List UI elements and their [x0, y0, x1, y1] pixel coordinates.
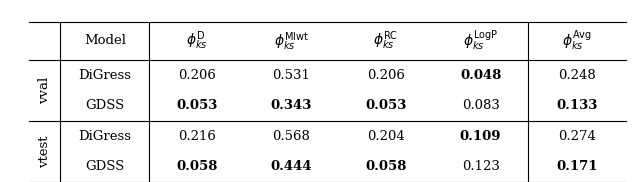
Text: Model: Model: [84, 34, 126, 48]
Text: $\phi^{\mathrm{Avg}}_{ks}$: $\phi^{\mathrm{Avg}}_{ks}$: [562, 29, 592, 53]
Text: vval: vval: [38, 77, 51, 104]
Text: DiGress: DiGress: [78, 130, 132, 143]
Text: 0.444: 0.444: [270, 161, 312, 173]
Text: 0.053: 0.053: [365, 99, 406, 112]
Text: DiGress: DiGress: [78, 69, 132, 82]
Text: 0.058: 0.058: [176, 161, 218, 173]
Text: 0.133: 0.133: [556, 99, 598, 112]
Text: 0.216: 0.216: [178, 130, 216, 143]
Text: 0.206: 0.206: [178, 69, 216, 82]
Text: $\phi^{\mathrm{D}}_{ks}$: $\phi^{\mathrm{D}}_{ks}$: [186, 30, 207, 52]
Text: $\phi^{\mathrm{RC}}_{ks}$: $\phi^{\mathrm{RC}}_{ks}$: [373, 30, 399, 52]
Text: 0.053: 0.053: [176, 99, 218, 112]
Text: 0.204: 0.204: [367, 130, 405, 143]
Text: GDSS: GDSS: [85, 161, 125, 173]
Text: 0.171: 0.171: [556, 161, 598, 173]
Text: $\phi^{\mathrm{LogP}}_{ks}$: $\phi^{\mathrm{LogP}}_{ks}$: [463, 29, 498, 53]
Text: 0.274: 0.274: [558, 130, 596, 143]
Text: 0.109: 0.109: [460, 130, 501, 143]
Text: 0.206: 0.206: [367, 69, 405, 82]
Text: 0.123: 0.123: [462, 161, 499, 173]
Text: 0.531: 0.531: [272, 69, 310, 82]
Text: 0.248: 0.248: [558, 69, 596, 82]
Text: 0.083: 0.083: [462, 99, 499, 112]
Text: 0.058: 0.058: [365, 161, 406, 173]
Text: vtest: vtest: [38, 135, 51, 168]
Text: 0.048: 0.048: [460, 69, 501, 82]
Text: GDSS: GDSS: [85, 99, 125, 112]
Text: 0.568: 0.568: [272, 130, 310, 143]
Text: $\phi^{\mathrm{Mlwt}}_{ks}$: $\phi^{\mathrm{Mlwt}}_{ks}$: [274, 30, 309, 52]
Text: 0.343: 0.343: [271, 99, 312, 112]
